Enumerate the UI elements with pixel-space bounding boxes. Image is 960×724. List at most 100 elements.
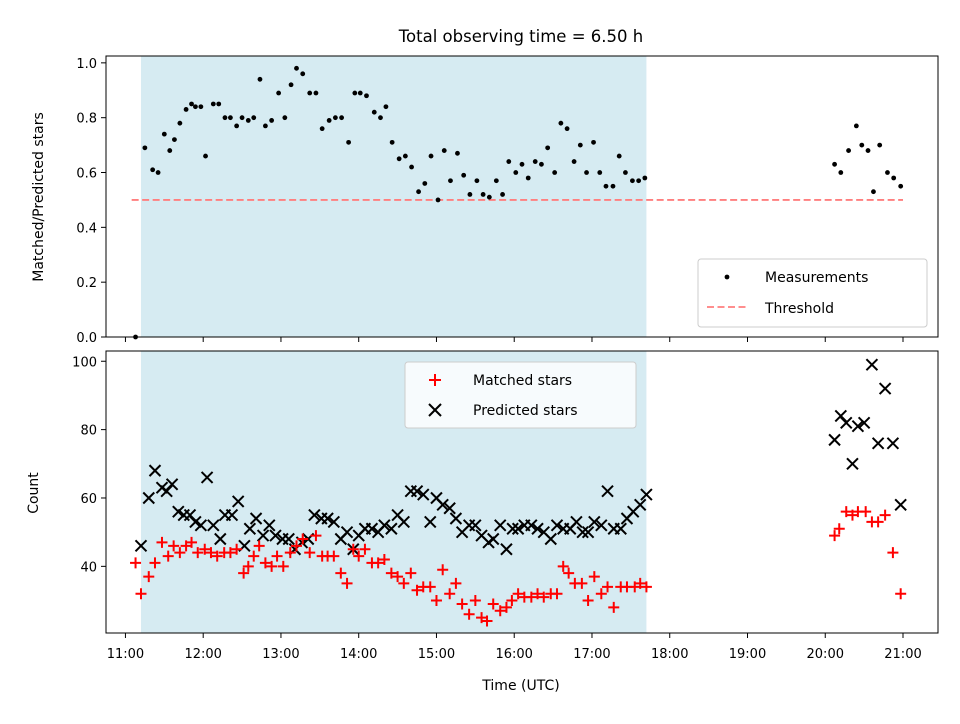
legend-threshold-label: Threshold xyxy=(764,301,834,317)
predicted-star-point xyxy=(385,522,398,535)
predicted-star-point xyxy=(550,519,564,532)
matched-star-point xyxy=(588,571,600,583)
measurement-point xyxy=(216,101,222,107)
bottom-x-axis: 11:00 12:00 13:00 14:00 15:00 16:00 17:00 18:00… xyxy=(107,633,922,662)
predicted-star-point xyxy=(851,419,865,433)
measurement-point xyxy=(203,153,208,159)
predicted-star-point xyxy=(172,505,185,518)
measurement-point xyxy=(371,109,377,115)
matched-star-point xyxy=(143,571,155,583)
measurement-point xyxy=(486,194,492,200)
matched-star-point xyxy=(242,560,254,572)
measurement-point xyxy=(313,90,319,96)
matched-star-point xyxy=(895,588,907,600)
measurement-point xyxy=(838,170,844,175)
measurement-point xyxy=(167,148,173,153)
matched-star-point xyxy=(392,571,404,583)
predicted-star-point xyxy=(500,543,513,556)
matched-star-point xyxy=(205,547,217,559)
measurement-point xyxy=(177,120,183,126)
measurement-point xyxy=(282,115,288,121)
top-panel-frame xyxy=(105,55,939,338)
bottom-panel-frame xyxy=(105,350,939,634)
measurement-point xyxy=(150,167,156,173)
measurement-point xyxy=(239,115,245,121)
matched-star-point xyxy=(378,554,390,566)
matched-star-point xyxy=(887,547,899,559)
measurement-point xyxy=(339,115,345,121)
measurement-point xyxy=(603,183,609,189)
matched-star-point xyxy=(253,540,265,552)
measurement-point xyxy=(616,153,622,159)
matched-star-point xyxy=(328,550,340,562)
predicted-star-point xyxy=(378,519,391,532)
x-tick-label: 11:00 xyxy=(107,647,144,662)
top-y-tick-label: 0.4 xyxy=(76,221,97,236)
predicted-star-point xyxy=(424,515,437,529)
predicted-star-point xyxy=(269,529,282,542)
matched-star-point xyxy=(162,550,174,562)
measurement-point xyxy=(513,170,519,175)
x-tick-label: 12:00 xyxy=(184,647,221,662)
measurement-point xyxy=(636,178,642,184)
predicted-star-point xyxy=(525,519,538,532)
x-tick-label: 18:00 xyxy=(651,647,688,662)
matched-star-point xyxy=(405,567,417,579)
measurement-point xyxy=(493,178,499,184)
measurement-point xyxy=(357,90,363,96)
legend-predicted-marker xyxy=(428,403,442,417)
matched-star-point xyxy=(634,577,646,589)
measurement-point xyxy=(871,189,876,195)
predicted-star-point xyxy=(633,498,647,512)
matched-star-point xyxy=(512,588,524,600)
matched-star-point xyxy=(872,516,884,528)
measurement-point xyxy=(269,118,275,123)
matched-star-point xyxy=(341,577,353,589)
measurement-point xyxy=(467,192,473,197)
measurement-point xyxy=(532,159,538,164)
predicted-star-point xyxy=(846,457,859,471)
matched-star-point xyxy=(335,567,347,579)
measurement-point xyxy=(383,104,389,110)
predicted-star-point xyxy=(282,532,295,546)
matched-star-point xyxy=(156,536,168,548)
measurement-point xyxy=(161,131,167,137)
measurement-point xyxy=(591,139,596,145)
matched-star-point xyxy=(297,533,309,545)
measurement-point xyxy=(416,189,421,195)
bottom-y-axis-label: Count xyxy=(26,472,42,514)
top-y-tick-label: 0.8 xyxy=(76,112,97,127)
legend-predicted-label: Predicted stars xyxy=(473,403,578,419)
predicted-stars-points xyxy=(134,358,907,556)
predicted-star-point xyxy=(148,464,162,477)
measurement-point xyxy=(210,101,216,107)
measurement-point xyxy=(257,76,263,82)
observing-window-shade-top xyxy=(140,56,647,337)
measurement-point xyxy=(396,156,402,162)
matched-star-point xyxy=(640,581,652,593)
predicted-star-point xyxy=(231,495,245,508)
matched-star-point xyxy=(538,591,550,603)
measurement-point xyxy=(564,126,570,132)
top-y-tick-label: 1.0 xyxy=(76,57,97,72)
matched-star-point xyxy=(186,536,198,548)
matched-star-point xyxy=(347,543,359,555)
matched-star-point xyxy=(532,588,544,600)
matched-star-point xyxy=(551,588,563,600)
measurement-point xyxy=(577,142,583,148)
measurement-points xyxy=(133,65,904,340)
predicted-star-point xyxy=(200,471,214,484)
matched-star-point xyxy=(563,567,575,579)
predicted-star-point xyxy=(506,522,519,535)
x-tick-label: 13:00 xyxy=(262,647,299,662)
matched-star-point xyxy=(487,598,499,610)
matched-star-point xyxy=(310,530,322,542)
predicted-star-point xyxy=(544,532,557,546)
top-legend: Measurements Threshold xyxy=(697,258,928,328)
matched-star-point xyxy=(168,540,180,552)
predicted-star-point xyxy=(894,498,907,512)
predicted-star-point xyxy=(256,529,270,542)
matched-stars-points xyxy=(130,506,907,627)
predicted-star-point xyxy=(214,532,227,546)
